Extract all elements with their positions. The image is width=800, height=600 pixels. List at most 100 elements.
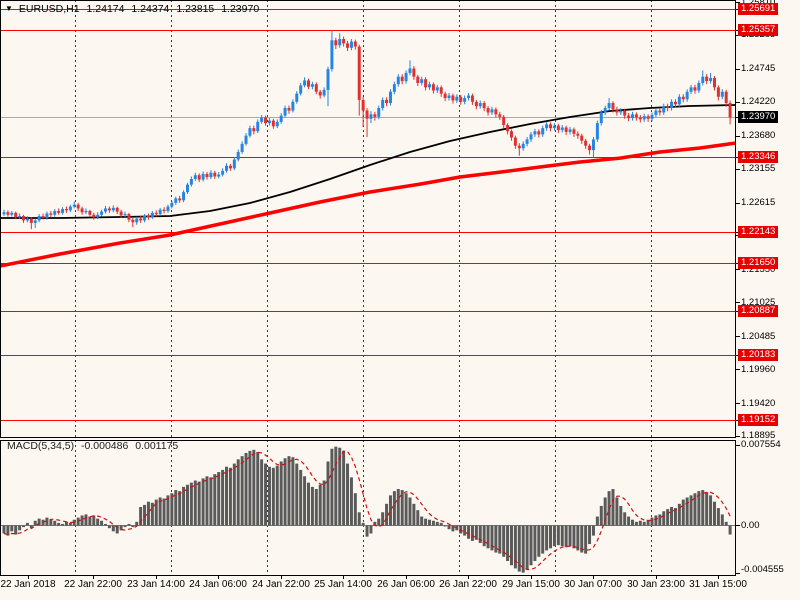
macd-histogram-bar xyxy=(346,463,350,526)
macd-histogram-bar xyxy=(689,495,693,526)
candle-body xyxy=(314,84,318,92)
macd-histogram-bar xyxy=(447,525,451,530)
symbol-dropdown-marker-icon[interactable]: ▼ xyxy=(5,4,13,13)
macd-histogram-bar xyxy=(37,518,41,526)
macd-histogram-bar xyxy=(182,486,186,526)
macd-histogram-bar xyxy=(146,501,150,526)
macd-histogram-bar xyxy=(330,448,334,526)
macd-histogram-bar xyxy=(724,521,728,526)
candle-body xyxy=(498,114,502,117)
candle-body xyxy=(115,207,119,212)
candle-body xyxy=(267,120,271,124)
macd-histogram-bar xyxy=(205,476,209,526)
macd-histogram-bar xyxy=(697,491,701,526)
macd-histogram-bar xyxy=(291,457,295,526)
macd-histogram-bar xyxy=(260,459,264,526)
candle-body xyxy=(287,108,291,111)
candle-body xyxy=(357,46,361,100)
macd-histogram-bar xyxy=(174,490,178,526)
candle-body xyxy=(174,198,178,203)
candle-body xyxy=(275,121,279,127)
candle-body xyxy=(154,212,158,215)
macd-histogram-bar xyxy=(154,499,158,526)
macd-histogram-bar xyxy=(2,525,6,534)
macd-histogram-bar xyxy=(96,518,100,526)
candle-body xyxy=(326,69,330,90)
macd-histogram-bar xyxy=(619,505,623,526)
candle-body xyxy=(6,212,10,215)
candle-body xyxy=(677,96,681,105)
macd-histogram-bar xyxy=(482,525,486,547)
price-tick-label: 1.18895 xyxy=(741,430,776,442)
macd-histogram-bar xyxy=(303,476,307,526)
macd-histogram-bar xyxy=(68,522,72,526)
macd-histogram-bar xyxy=(232,463,236,526)
candle-body xyxy=(486,108,490,113)
macd-histogram-bar xyxy=(201,478,205,526)
candle-body xyxy=(279,115,283,122)
time-tick-label: 23 Jan 14:00 xyxy=(127,579,185,590)
candle-body xyxy=(603,108,607,113)
macd-histogram-bar xyxy=(572,525,576,549)
macd-histogram-bar xyxy=(310,486,314,526)
candle-body xyxy=(37,215,41,221)
macd-histogram-bar xyxy=(14,525,18,535)
price-tick-label: 1.19420 xyxy=(741,397,776,409)
candle-body xyxy=(135,218,139,223)
macd-histogram-bar xyxy=(377,518,381,526)
candle-body xyxy=(76,204,80,209)
candle-body xyxy=(517,145,521,149)
macd-histogram-bar xyxy=(506,525,510,562)
candle-body xyxy=(342,39,346,44)
candle-body xyxy=(642,116,646,120)
ohlc-close: 1.23970 xyxy=(221,3,260,15)
price-tick-label: 1.21025 xyxy=(741,296,776,308)
candle-body xyxy=(381,99,385,109)
macd-histogram-bar xyxy=(666,509,670,526)
macd-histogram-bar xyxy=(474,525,478,540)
macd-histogram-bar xyxy=(61,523,65,526)
macd-histogram-bar xyxy=(615,497,619,526)
candle-body xyxy=(506,125,510,132)
candle-body xyxy=(549,124,553,129)
macd-histogram-bar xyxy=(170,493,174,526)
macd-histogram-bar xyxy=(221,469,225,526)
macd-histogram-bar xyxy=(279,461,283,526)
macd-histogram-bar xyxy=(318,484,322,526)
price-tick-label: 1.22615 xyxy=(741,197,776,208)
candle-body xyxy=(158,209,162,215)
candle-body xyxy=(525,139,529,144)
macd-histogram-bar xyxy=(236,459,240,526)
candle-body xyxy=(80,208,84,213)
price-level-badge: 1.25691 xyxy=(738,3,779,16)
macd-histogram-bar xyxy=(451,525,455,532)
candle-body xyxy=(373,114,377,117)
candle-body xyxy=(599,112,603,124)
macd-histogram-bar xyxy=(228,467,232,526)
macd-histogram-bar xyxy=(677,503,681,526)
macd-scale-label: 0.007554 xyxy=(741,439,781,451)
candle-body xyxy=(107,208,111,211)
macd-histogram-bar xyxy=(396,488,400,526)
macd-histogram-bar xyxy=(22,525,26,528)
price-tick-label: 1.19960 xyxy=(741,363,776,375)
candle-body xyxy=(728,103,732,118)
candle-body xyxy=(689,87,693,92)
macd-histogram-bar xyxy=(107,525,111,529)
candle-body xyxy=(701,76,705,83)
candle-body xyxy=(509,131,513,138)
candle-body xyxy=(84,210,88,213)
bid-price-badge: 1.23970 xyxy=(738,111,779,124)
macd-histogram-bar xyxy=(18,525,22,531)
candle-body xyxy=(502,116,506,126)
candle-body xyxy=(310,84,314,87)
macd-histogram-bar xyxy=(357,512,361,526)
macd-histogram-bar xyxy=(361,522,365,526)
macd-signal-value: 0.001175 xyxy=(135,440,179,452)
candle-body xyxy=(143,215,147,221)
macd-histogram-bar xyxy=(306,482,310,526)
candle-body xyxy=(283,108,287,116)
candle-body xyxy=(392,84,396,92)
macd-histogram-bar xyxy=(349,477,353,526)
